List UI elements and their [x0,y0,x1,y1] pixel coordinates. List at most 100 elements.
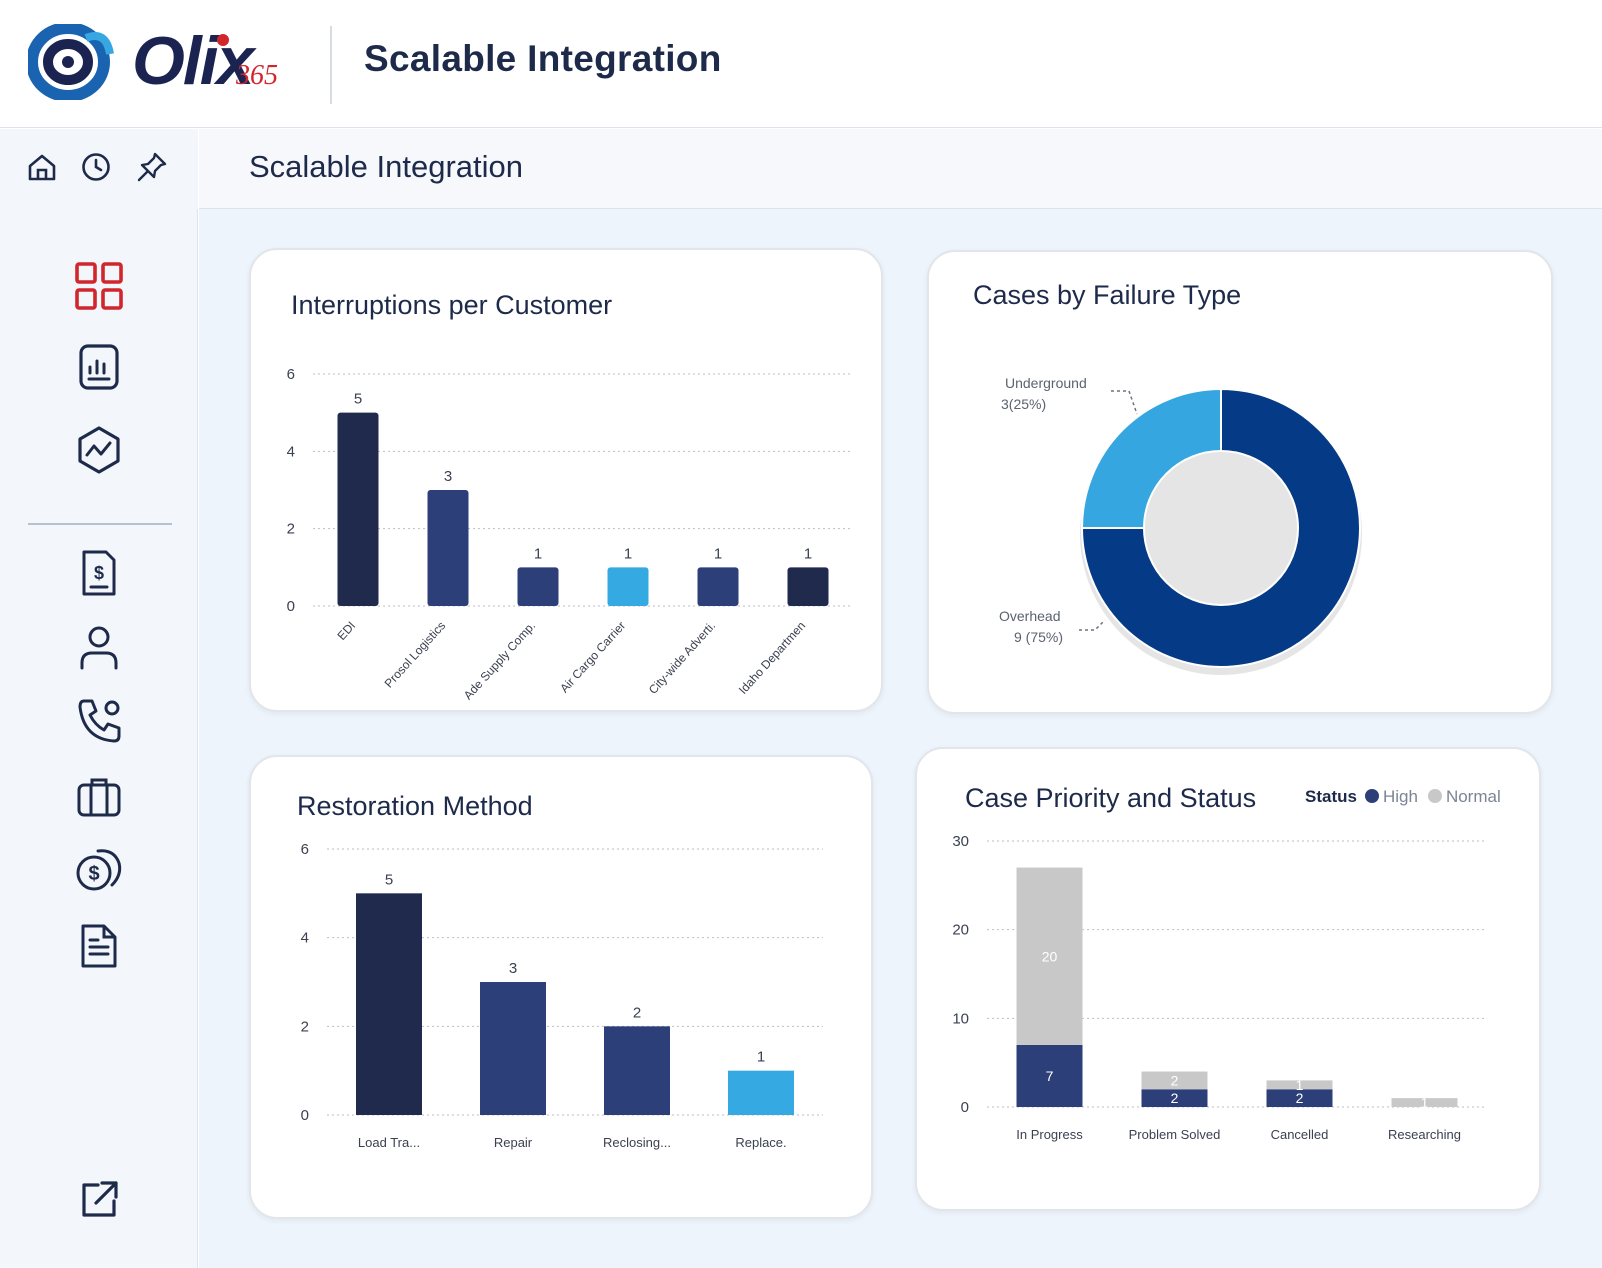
priority-data-label: 20 [1042,948,1058,964]
logo-suffix: 365 [236,60,278,91]
restoration-ytick-label: 4 [301,930,309,947]
top-bar: Olix 365 Scalable Integration [0,0,1602,128]
restoration-bar [728,1070,794,1115]
svg-text:$: $ [94,563,104,583]
priority-bar-normal [1391,1098,1458,1107]
failure-label-overhead: Overhead [999,608,1060,624]
billing-icon[interactable]: $ [78,549,120,597]
priority-data-label: 7 [1046,1068,1054,1084]
restoration-card: Restoration Method 0 2 4 6 5 Load Tra... 3 Repa… [249,755,873,1219]
document-icon[interactable] [78,923,120,969]
interruptions-ytick-label: 0 [287,598,295,615]
failure-slice-underground [1080,387,1222,529]
priority-data-label: 2 [1171,1090,1179,1106]
priority-bar-normal [1141,1071,1208,1090]
restoration-chart: 0 2 4 6 5 Load Tra... 3 Repair 2 Reclosing... 1 Rep… [301,841,823,1150]
interruptions-xtick-label: City-wide Adverti. [646,619,718,697]
failure-leader-underground [1111,390,1138,415]
restoration-bar [356,893,422,1115]
home-icon[interactable] [26,151,58,183]
svg-text:$: $ [88,863,99,885]
interruptions-bar [427,490,469,606]
interruptions-data-label: 5 [354,391,362,408]
interruptions-xtick-label: EDI [334,619,358,643]
logo-text: Olix [132,23,254,99]
interruptions-bar [337,412,379,606]
failure-label-underground: Underground [1005,375,1087,391]
interruptions-bar [787,567,829,606]
interruptions-xtick-label: Air Cargo Carrier [557,619,628,696]
legend-swatch-high [1364,789,1379,803]
priority-ytick-label: 10 [952,1010,969,1027]
interruptions-xtick-label: Prosol Logistics [382,619,449,691]
restoration-data-label: 2 [633,1004,641,1021]
priority-bar-normal [1266,1080,1333,1090]
external-link-icon[interactable] [78,1179,120,1221]
user-icon[interactable] [78,625,120,671]
restoration-data-label: 5 [385,871,393,888]
priority-xtick-label: Cancelled [1271,1127,1329,1142]
page-header: Scalable Integration [199,129,1602,209]
header-divider [330,26,332,104]
interruptions-data-label: 1 [804,545,812,562]
failure-type-card: Cases by Failure Type Underground 3(25%) O… [927,250,1553,714]
priority-bar-high [1016,1044,1083,1107]
interruptions-data-label: 1 [534,545,542,562]
legend-label-high: High [1382,787,1418,806]
priority-data-label: 2 [1171,1072,1179,1088]
legend-swatch-normal [1427,789,1442,803]
priority-status-title: Case Priority and Status [965,783,1257,813]
restoration-ytick-label: 0 [301,1107,309,1124]
interruptions-card: Interruptions per Customer 0 2 4 6 5 EDI 3 Pros… [249,248,883,712]
page-title: Scalable Integration [249,149,524,184]
phone-call-icon[interactable] [76,697,124,745]
olix-logo-mark-icon [28,24,114,100]
restoration-xtick-label: Reclosing... [603,1135,671,1150]
priority-ytick-label: 20 [952,922,969,939]
olix-logo[interactable]: Olix 365 [28,20,298,102]
restoration-bar [604,1026,670,1115]
interruptions-data-label: 1 [714,545,722,562]
sidebar: $ $ [0,129,198,1268]
priority-ytick-label: 30 [952,833,969,850]
interruptions-bar [607,567,649,606]
history-icon[interactable] [80,151,112,183]
dashboard-grid-icon[interactable] [74,261,124,311]
failure-leader-overhead [1079,619,1106,631]
restoration-xtick-label: Replace. [735,1135,786,1150]
interruptions-ytick-label: 6 [287,366,295,383]
restoration-bar [480,982,546,1115]
pin-icon[interactable] [136,151,168,183]
restoration-ytick-label: 6 [301,841,309,858]
legend-label-normal: Normal [1445,787,1501,806]
priority-data-label: 1 [1421,1095,1429,1111]
interruptions-bar [517,567,559,606]
logo-dot [217,34,229,46]
status-legend: Status High Normal [1305,787,1511,807]
priority-ytick-label: 0 [961,1099,969,1116]
analytics-icon[interactable] [74,425,124,475]
interruptions-bar [697,567,739,606]
priority-xtick-label: Problem Solved [1129,1127,1221,1142]
app-title: Scalable Integration [364,38,722,79]
sidebar-toolbar [0,129,198,209]
priority-data-label: 2 [1296,1090,1304,1106]
priority-bar-high [1266,1089,1333,1107]
legend-item-high[interactable]: High [1364,787,1418,806]
restoration-data-label: 3 [509,960,517,977]
priority-bar-normal [1016,867,1083,1045]
restoration-xtick-label: Repair [494,1135,533,1150]
priority-xtick-label: Researching [1388,1127,1461,1142]
interruptions-xtick-label: Ade Supply Comp. [461,619,538,703]
priority-bar-high [1141,1089,1208,1107]
payments-icon[interactable]: $ [74,845,124,895]
restoration-title: Restoration Method [297,791,533,821]
priority-status-chart: 0 10 20 30 7 20 In Progress 2 2 Problem Solved 2 1 C… [952,833,1487,1142]
interruptions-ytick-label: 2 [287,521,295,538]
priority-xtick-label: In Progress [1016,1127,1083,1142]
failure-value-underground: 3(25%) [1001,396,1046,412]
report-icon[interactable] [76,343,122,391]
legend-item-normal[interactable]: Normal [1427,787,1501,806]
briefcase-icon[interactable] [76,775,122,819]
legend-title: Status [1305,787,1357,806]
